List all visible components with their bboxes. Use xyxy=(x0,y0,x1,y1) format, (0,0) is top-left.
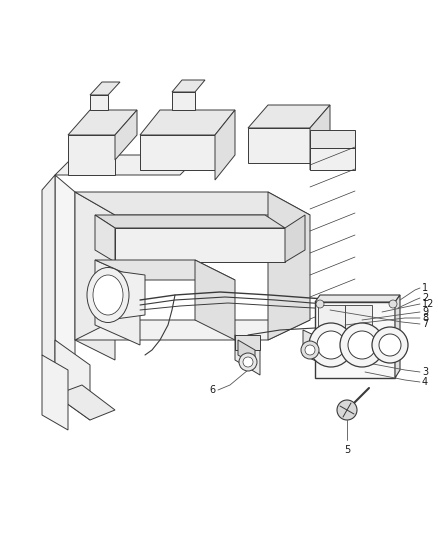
Polygon shape xyxy=(235,335,260,350)
Text: 5: 5 xyxy=(344,445,350,455)
Circle shape xyxy=(389,300,397,308)
Polygon shape xyxy=(395,295,400,378)
Circle shape xyxy=(372,327,408,363)
Text: 7: 7 xyxy=(422,319,428,329)
Text: 1: 1 xyxy=(422,283,428,293)
Polygon shape xyxy=(90,95,108,110)
Text: 9: 9 xyxy=(422,307,428,317)
Circle shape xyxy=(379,334,401,356)
Polygon shape xyxy=(315,295,400,302)
Circle shape xyxy=(317,331,345,359)
Text: 3: 3 xyxy=(422,367,428,377)
Polygon shape xyxy=(310,105,330,170)
Circle shape xyxy=(309,323,353,367)
Polygon shape xyxy=(95,215,115,262)
Polygon shape xyxy=(238,340,255,365)
Text: 8: 8 xyxy=(422,313,428,323)
Polygon shape xyxy=(285,215,305,262)
Polygon shape xyxy=(95,260,140,345)
Polygon shape xyxy=(90,82,120,95)
Polygon shape xyxy=(172,80,205,92)
Polygon shape xyxy=(42,355,68,430)
Polygon shape xyxy=(55,385,115,420)
Polygon shape xyxy=(75,192,310,215)
Polygon shape xyxy=(195,260,235,340)
Polygon shape xyxy=(55,175,75,360)
Polygon shape xyxy=(55,155,200,175)
Polygon shape xyxy=(303,330,318,362)
Polygon shape xyxy=(68,110,137,135)
Circle shape xyxy=(305,345,315,355)
Polygon shape xyxy=(345,305,372,340)
Text: 6: 6 xyxy=(209,385,215,395)
Polygon shape xyxy=(310,130,355,148)
Circle shape xyxy=(340,323,384,367)
Polygon shape xyxy=(248,105,330,128)
Polygon shape xyxy=(140,110,235,135)
Polygon shape xyxy=(42,175,55,370)
Circle shape xyxy=(316,300,324,308)
Polygon shape xyxy=(108,270,145,320)
Polygon shape xyxy=(315,302,395,378)
Text: 12: 12 xyxy=(422,299,434,309)
Circle shape xyxy=(348,331,376,359)
Circle shape xyxy=(243,357,253,367)
Ellipse shape xyxy=(87,268,129,322)
Text: 2: 2 xyxy=(422,293,428,303)
Polygon shape xyxy=(268,192,310,340)
Polygon shape xyxy=(95,260,235,280)
Circle shape xyxy=(337,400,357,420)
Polygon shape xyxy=(235,335,260,375)
Polygon shape xyxy=(318,305,345,340)
Polygon shape xyxy=(115,110,137,160)
Polygon shape xyxy=(95,215,285,228)
Polygon shape xyxy=(55,340,90,420)
Text: 4: 4 xyxy=(422,377,428,387)
Ellipse shape xyxy=(93,275,123,315)
Polygon shape xyxy=(75,320,310,340)
Circle shape xyxy=(301,341,319,359)
Polygon shape xyxy=(115,228,285,262)
Polygon shape xyxy=(68,135,115,175)
Circle shape xyxy=(239,353,257,371)
Polygon shape xyxy=(172,92,195,110)
Polygon shape xyxy=(140,135,215,170)
Polygon shape xyxy=(215,110,235,180)
Polygon shape xyxy=(248,128,310,163)
Polygon shape xyxy=(75,192,115,360)
Polygon shape xyxy=(310,148,355,170)
